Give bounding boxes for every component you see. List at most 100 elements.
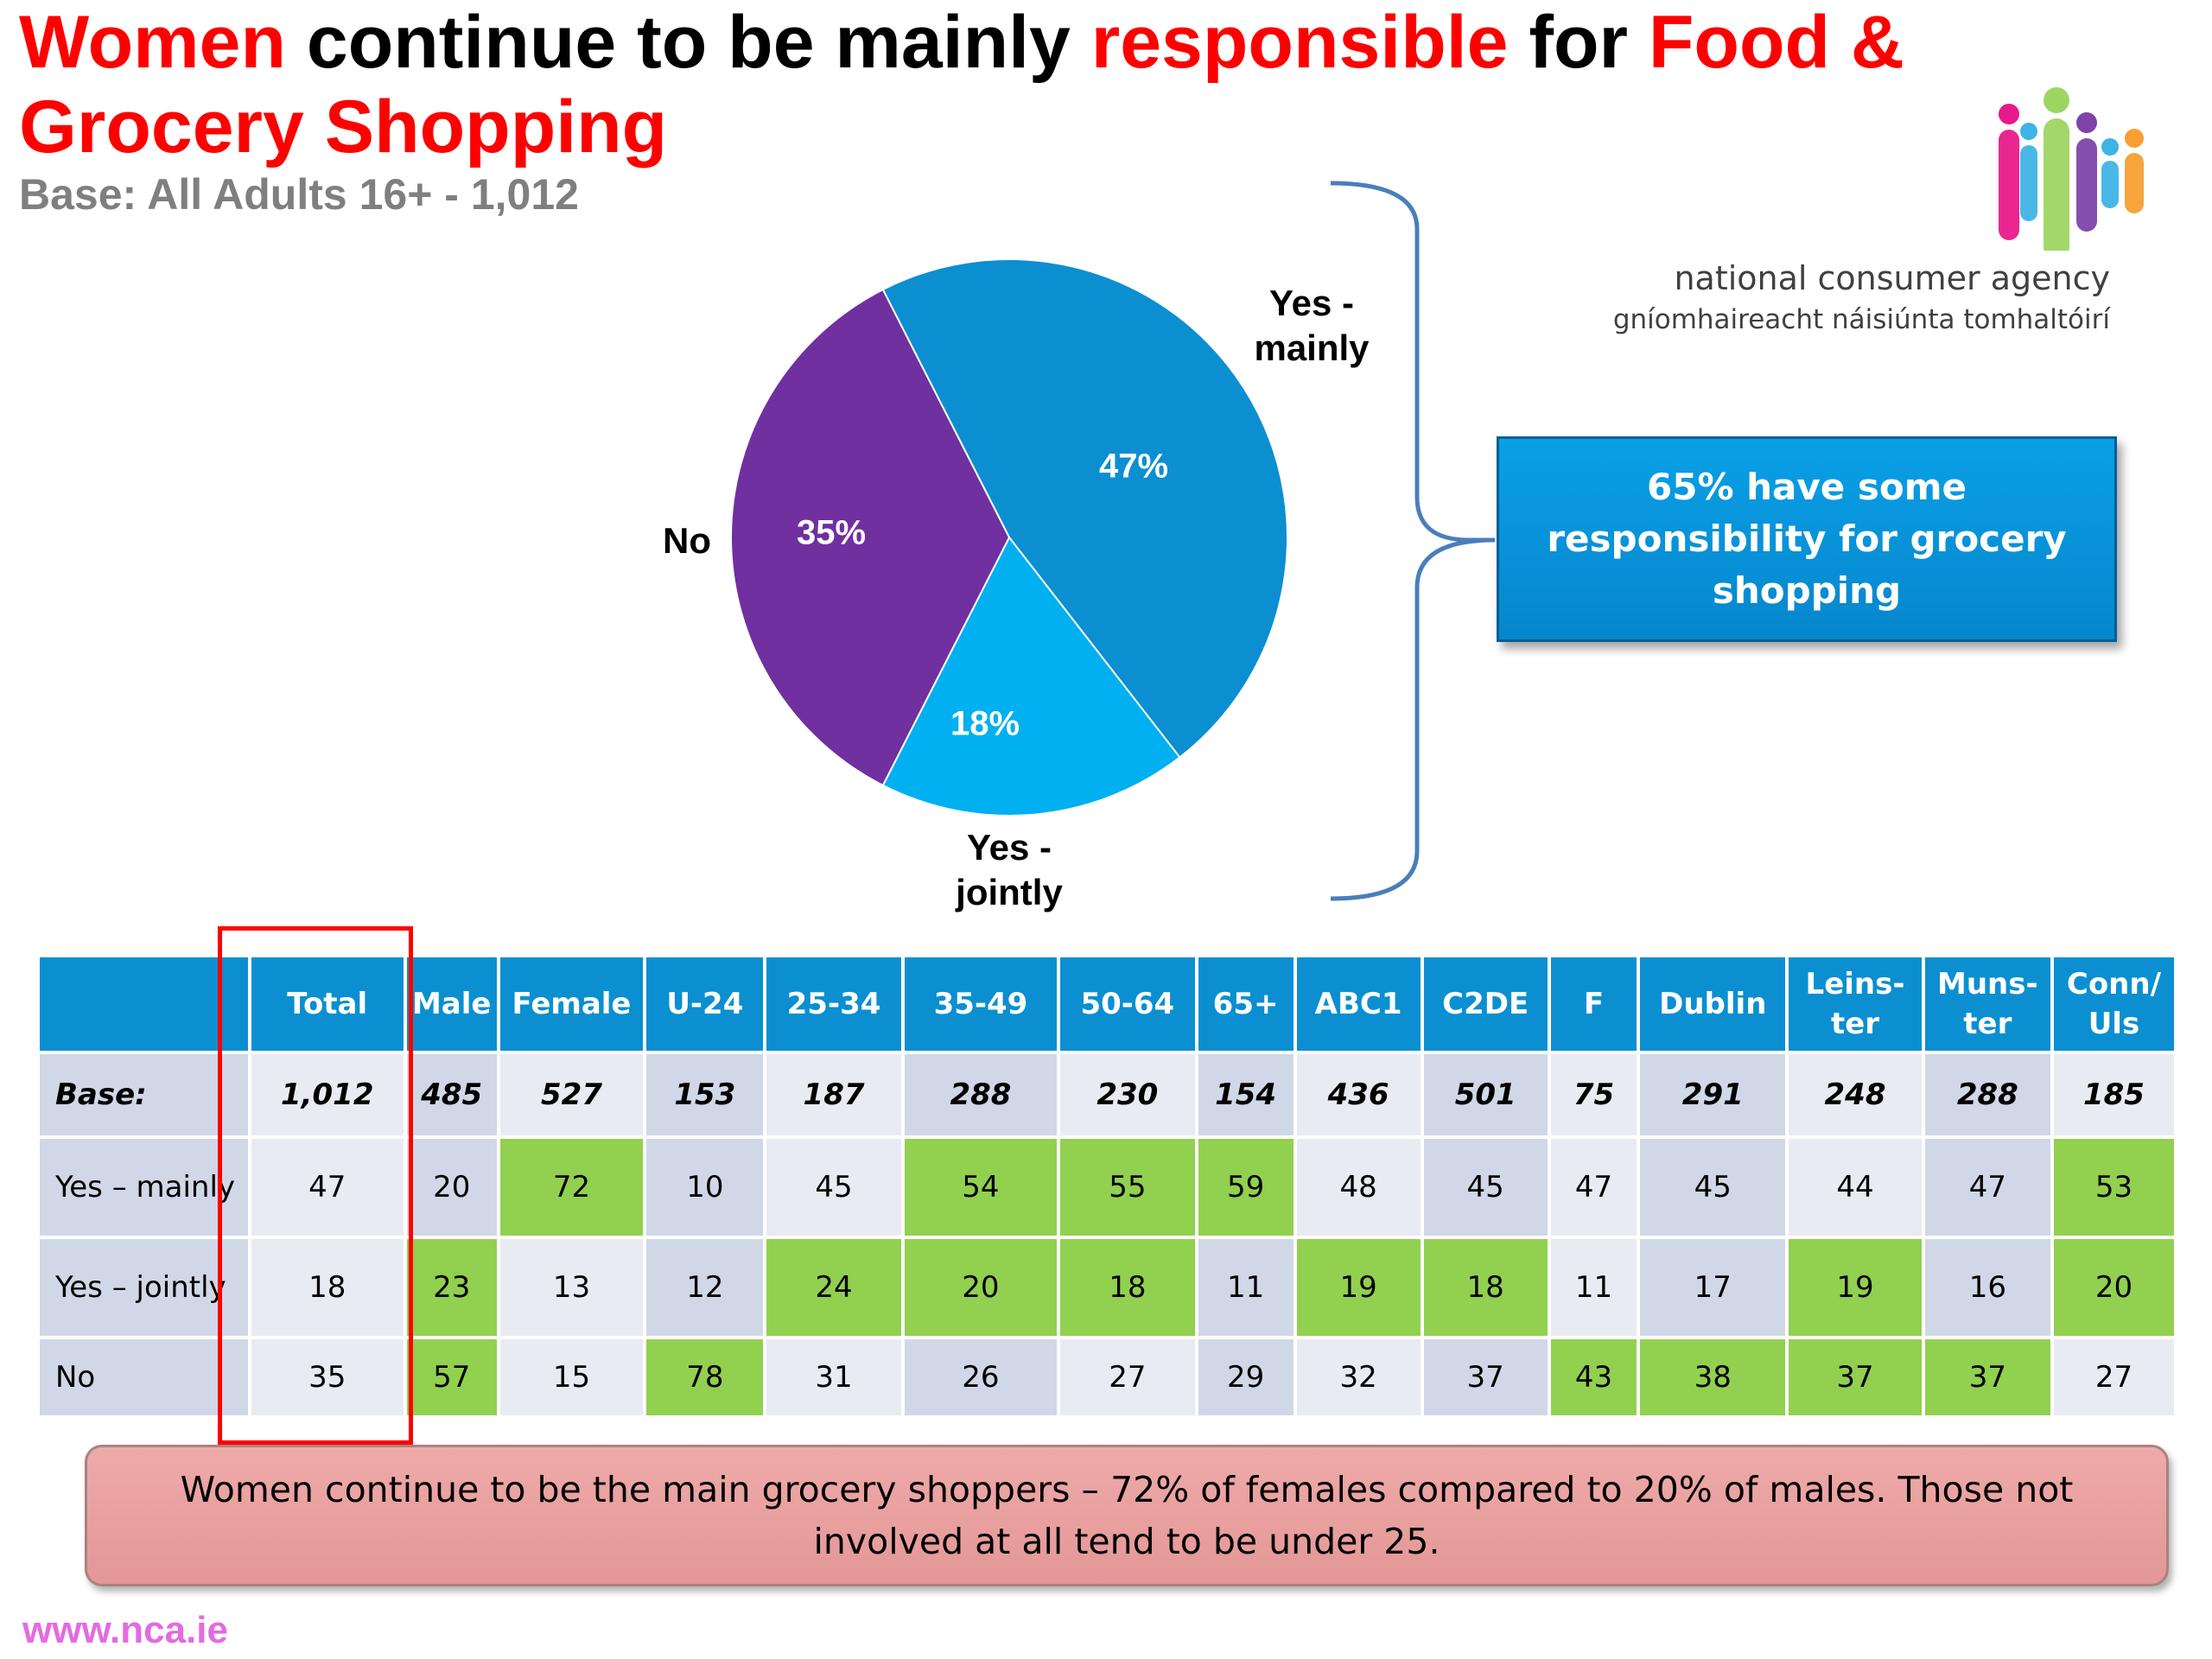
pie-slice-yes-jointly [881,536,1181,817]
table-cell: 288 [1924,1054,2050,1135]
table-cell: 55 [1060,1139,1195,1236]
table-cell: 35 [251,1339,404,1415]
column-header: U-24 [646,957,764,1051]
title-women: Women [19,1,286,84]
column-header: 50-64 [1060,957,1195,1051]
table-cell: 24 [766,1239,901,1336]
bracket [1330,181,1496,901]
title-food: Food & [1648,1,1905,84]
column-header: Muns-ter [1924,957,2050,1051]
table-cell: 37 [1924,1339,2050,1415]
table-cell: 47 [251,1139,404,1236]
column-header: Conn/ Uls [2053,957,2174,1051]
row-label: Base: [40,1054,248,1135]
table-cell: 436 [1296,1054,1421,1135]
table-cell: 230 [1060,1054,1195,1135]
table-cell: 27 [2053,1339,2174,1415]
table-row: Yes – jointly 18 23 13 12 24 20 18 11 19 18 11 17 19 1… [40,1239,2174,1336]
column-header: F [1550,957,1637,1051]
row-label: Yes – jointly [40,1239,248,1336]
table-cell: 17 [1640,1239,1786,1336]
table-cell: 32 [1296,1339,1421,1415]
table-row-base: Base: 1,012 485 527 153 187 288 230 154 436 501 75 2… [40,1054,2174,1135]
title-text: for [1508,1,1649,84]
column-header: Leins-ter [1789,957,1922,1051]
table-cell: 19 [1296,1239,1421,1336]
table-cell: 154 [1198,1054,1294,1135]
table-cell: 47 [1550,1139,1637,1236]
pie-label-yes-mainly: Yes - mainly [1254,283,1370,368]
column-header: C2DE [1423,957,1548,1051]
pie-value-no: 35% [796,513,867,552]
table-cell: 288 [904,1054,1058,1135]
table-cell: 59 [1198,1139,1294,1236]
table-cell: 153 [646,1054,764,1135]
logo-figures-icon [1999,87,2144,260]
summary-box: Women continue to be the main grocery sh… [85,1445,2169,1586]
table-cell: 53 [2053,1139,2174,1236]
table-cell: 38 [1640,1339,1786,1415]
header-corner [40,957,248,1051]
table-cell: 527 [499,1054,644,1135]
table-cell: 10 [646,1139,764,1236]
logo-name: national consumer agency [1674,259,2110,297]
table-cell: 11 [1198,1239,1294,1336]
column-header: Dublin [1640,957,1786,1051]
table-cell: 37 [1423,1339,1548,1415]
column-header: 35-49 [904,957,1058,1051]
table-cell: 44 [1789,1139,1922,1236]
pie-slice-yes-mainly [881,258,1288,759]
table-cell: 47 [1924,1139,2050,1236]
column-header: 25-34 [766,957,901,1051]
base-subtitle: Base: All Adults 16+ - 1,012 [19,170,579,219]
table-cell: 11 [1550,1239,1637,1336]
table-cell: 29 [1198,1339,1294,1415]
table-cell: 31 [766,1339,901,1415]
table-cell: 16 [1924,1239,2050,1336]
column-header: Male [406,957,497,1051]
pie-label-no: No [663,520,711,561]
table-cell: 18 [251,1239,404,1336]
table-cell: 43 [1550,1339,1637,1415]
pie-value-yes-jointly: 18% [950,704,1020,743]
table-cell: 185 [2053,1054,2174,1135]
table-cell: 37 [1789,1339,1922,1415]
table-row: Yes – mainly 47 20 72 10 45 54 55 59 48 45 47 45 44 47… [40,1139,2174,1236]
table-cell: 19 [1789,1239,1922,1336]
row-label: No [40,1339,248,1415]
table-cell: 12 [646,1239,764,1336]
table-cell: 45 [766,1139,901,1236]
table-cell: 248 [1789,1054,1922,1135]
table-cell: 54 [904,1139,1058,1236]
data-table: Total Male Female U-24 25-34 35-49 50-64 65+ ABC… [36,954,2177,1419]
table-cell: 45 [1640,1139,1786,1236]
table-cell: 45 [1423,1139,1548,1236]
table-cell: 291 [1640,1054,1786,1135]
table-cell: 27 [1060,1339,1195,1415]
title-grocery-shopping: Grocery Shopping [19,86,668,168]
pie-slice-no [730,288,1011,787]
table-cell: 501 [1423,1054,1548,1135]
column-header: Female [499,957,644,1051]
table-cell: 13 [499,1239,644,1336]
table-cell: 1,012 [251,1054,404,1135]
nca-logo: national consumer agency gníomhaireacht … [1613,78,2160,346]
table-header-row: Total Male Female U-24 25-34 35-49 50-64 65+ ABC… [40,957,2174,1051]
table-cell: 20 [904,1239,1058,1336]
table-cell: 15 [499,1339,644,1415]
table-cell: 72 [499,1139,644,1236]
column-header: 65+ [1198,957,1294,1051]
logo-name-irish: gníomhaireacht náisiúnta tomhaltóirí [1612,304,2110,335]
table-cell: 75 [1550,1054,1637,1135]
table-cell: 18 [1060,1239,1195,1336]
pie-value-yes-mainly: 47% [1098,447,1169,486]
column-header: ABC1 [1296,957,1421,1051]
table-cell: 26 [904,1339,1058,1415]
table-cell: 485 [406,1054,497,1135]
table-cell: 187 [766,1054,901,1135]
table-cell: 18 [1423,1239,1548,1336]
footer-link[interactable]: www.nca.ie [22,1609,229,1651]
row-label: Yes – mainly [40,1139,248,1236]
table-cell: 48 [1296,1139,1421,1236]
